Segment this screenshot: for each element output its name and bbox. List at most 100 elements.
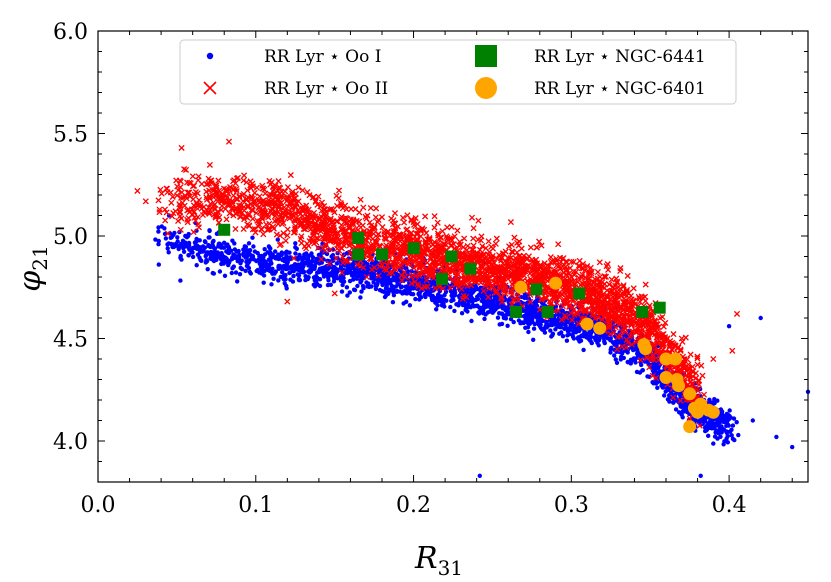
ooii-point (404, 212, 411, 219)
ooii-point (321, 235, 328, 242)
ooi-point (724, 430, 730, 435)
ooi-point (205, 267, 210, 272)
ooii-point (246, 222, 253, 229)
ooi-point (200, 249, 206, 254)
ooi-point (588, 332, 593, 337)
ooii-point (408, 280, 415, 287)
ooi-point (207, 235, 212, 240)
ooi-point (243, 268, 248, 273)
ooi-point (399, 284, 404, 289)
ooi-point (698, 419, 704, 424)
ooii-point (245, 202, 252, 209)
ooii-point (348, 206, 355, 213)
ooi-point (221, 257, 227, 262)
ooii-point (548, 259, 555, 266)
ooii-point (622, 328, 629, 335)
ooi-point (287, 255, 293, 261)
ooii-point (597, 281, 604, 288)
ooii-point (295, 207, 302, 214)
ooi-point (405, 289, 410, 294)
ooii-point (609, 283, 617, 290)
ooii-point (477, 237, 484, 244)
ooi-point (315, 275, 320, 280)
ooii-point (402, 273, 409, 280)
ooii-point (431, 224, 438, 231)
ooii-point (249, 180, 256, 187)
ooi-point (369, 273, 374, 279)
ooii-point (374, 234, 381, 241)
ooi-point (596, 343, 601, 348)
ooii-point (642, 297, 649, 305)
ooii-point (169, 213, 176, 220)
ooii-point (290, 255, 298, 262)
ooi-point (203, 260, 208, 265)
ooi-point (645, 374, 650, 379)
ooii-point (580, 265, 587, 272)
ooii-point (420, 257, 427, 264)
ooii-point (681, 356, 688, 363)
ooii-point (563, 314, 570, 321)
ooi-point (718, 417, 724, 423)
ooi-point (254, 268, 259, 274)
ooi-point (282, 281, 287, 286)
ooii-point (614, 333, 621, 341)
ooi-point (315, 282, 320, 287)
ooi-point (290, 264, 296, 269)
ooi-point (295, 272, 300, 277)
ooi-point (391, 274, 396, 279)
ooii-point (636, 298, 643, 305)
ooi-point (319, 267, 324, 273)
ooi-point (345, 264, 350, 270)
ooii-point (436, 248, 444, 255)
ooii-point (414, 281, 421, 288)
ooi-point (708, 425, 713, 431)
ooi-point (404, 299, 409, 304)
ooii-point (606, 296, 613, 303)
ooii-point (354, 261, 361, 268)
ooii-point (320, 235, 327, 242)
ooi-point (248, 253, 254, 258)
ooii-point (637, 357, 644, 364)
ooii-point (161, 206, 169, 213)
ooii-point (241, 172, 248, 179)
ooi-point (581, 331, 587, 336)
ooii-point (417, 233, 424, 240)
ooii-point (424, 283, 431, 290)
ooi-point (352, 267, 357, 272)
ooii-point (527, 244, 534, 251)
ooii-point (189, 173, 196, 180)
ooi-point (197, 255, 202, 260)
ooi-point (351, 277, 356, 282)
ooii-point (331, 228, 338, 235)
ooi-point (722, 439, 727, 444)
ooi-point (335, 268, 340, 273)
ooi-point (632, 357, 638, 363)
ooi-point (186, 253, 191, 258)
ooii-point (264, 226, 271, 233)
ooii-point (439, 285, 447, 292)
ooi-point (564, 338, 570, 343)
ooii-point (385, 259, 393, 266)
ooii-point (564, 289, 571, 296)
ooi-point (210, 257, 215, 262)
ooi-point (328, 272, 333, 278)
ooii-point (541, 260, 548, 267)
ooi-point (283, 256, 289, 261)
ooii-point (571, 311, 578, 319)
ooii-point (488, 243, 495, 250)
ooii-point (454, 227, 461, 234)
ooii-point (249, 215, 256, 222)
ooi-point (352, 287, 358, 293)
ooi-point (276, 266, 282, 271)
ooii-point (338, 269, 345, 276)
ooii-point (284, 184, 291, 191)
ooii-point (607, 330, 614, 338)
ooi-point (293, 251, 298, 256)
ooi-point (729, 427, 734, 432)
ooii-point (337, 244, 345, 251)
ooi-point (677, 410, 682, 415)
ooi-point (364, 280, 369, 285)
ooi-point (250, 235, 255, 240)
ooi-point (297, 278, 303, 283)
ooii-point (383, 267, 390, 274)
